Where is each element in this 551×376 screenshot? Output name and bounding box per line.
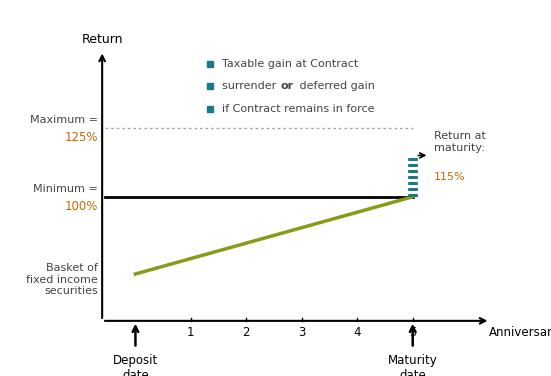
Text: Maximum =: Maximum = [30,115,98,125]
Text: Anniversaries: Anniversaries [489,326,551,340]
Text: if Contract remains in force: if Contract remains in force [223,103,375,114]
Text: 4: 4 [354,326,361,340]
Text: Maturity
date: Maturity date [388,354,437,376]
Text: 115%: 115% [434,172,466,182]
Text: Return at
maturity:: Return at maturity: [434,131,485,153]
Text: 100%: 100% [64,200,98,212]
Text: Minimum =: Minimum = [33,184,98,194]
Text: 3: 3 [298,326,305,340]
Text: Deposit
date: Deposit date [113,354,158,376]
Text: 5: 5 [409,326,417,340]
Text: 1: 1 [187,326,195,340]
Text: Taxable gain at Contract: Taxable gain at Contract [223,59,359,70]
Text: Basket of
fixed income
securities: Basket of fixed income securities [26,263,98,296]
Text: Return: Return [82,33,123,47]
Text: or: or [280,82,294,91]
Text: surrender: surrender [223,82,280,91]
Text: 125%: 125% [64,130,98,144]
Text: deferred gain: deferred gain [296,82,375,91]
Text: 2: 2 [242,326,250,340]
